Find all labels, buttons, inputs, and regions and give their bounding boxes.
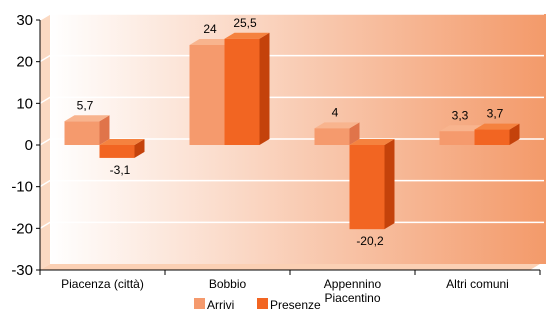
bar-presenze — [224, 32, 270, 145]
x-tick-label: Altri comuni — [446, 277, 509, 291]
x-tick-label: Appennino Piacentino — [324, 277, 382, 305]
y-tick-label: 0 — [25, 137, 33, 154]
gridline — [39, 54, 544, 63]
data-label: 4 — [332, 105, 339, 119]
data-label: 25,5 — [233, 16, 257, 30]
bar-arrivi — [314, 122, 360, 145]
y-tick-label: -10 — [11, 179, 33, 196]
legend-item: Presenze — [257, 298, 321, 312]
legend-swatch — [194, 298, 205, 309]
bar-presenze — [349, 139, 395, 230]
bar-presenze — [474, 123, 520, 145]
data-label: 3,7 — [487, 107, 504, 121]
data-label: -3,1 — [110, 163, 131, 177]
bar-presenze — [99, 139, 145, 158]
y-tick-label: -20 — [11, 220, 33, 237]
y-tick-label: 10 — [16, 95, 33, 112]
gridline — [39, 96, 544, 104]
y-tick-label: 30 — [16, 12, 33, 29]
plot-floor — [40, 264, 540, 270]
data-label: 3,3 — [452, 108, 469, 122]
legend-label: Presenze — [270, 298, 321, 312]
bar-arrivi — [64, 115, 110, 145]
legend-item: Arrivi — [194, 298, 234, 312]
y-tick-label: 20 — [16, 54, 33, 71]
data-label: -20,2 — [356, 234, 384, 248]
x-tick-label: Piacenza (città) — [61, 277, 144, 291]
x-tick-label: Bobbio — [209, 277, 247, 291]
data-label: 5,7 — [77, 98, 94, 112]
legend-swatch — [257, 298, 268, 309]
data-label: 24 — [203, 22, 217, 36]
gridline — [39, 13, 544, 21]
y-tick-label: -30 — [11, 262, 33, 279]
legend-label: Arrivi — [207, 298, 234, 312]
